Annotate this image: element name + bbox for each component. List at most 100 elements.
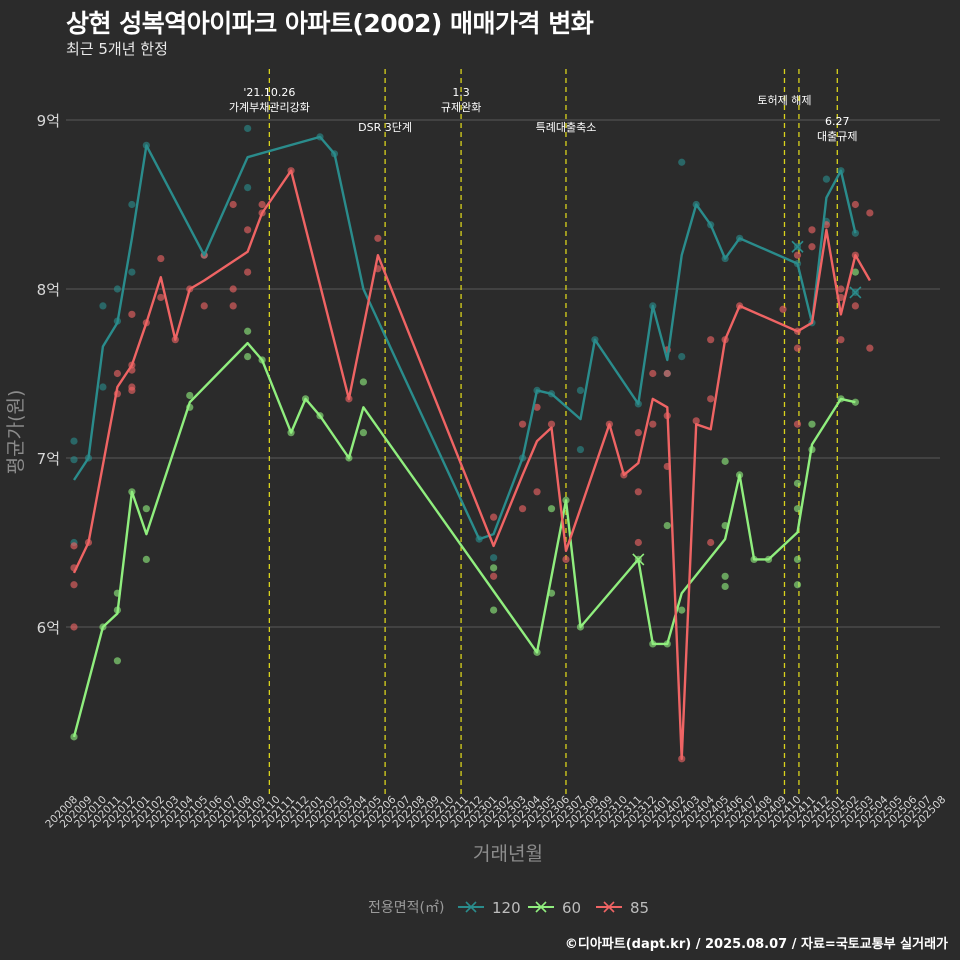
data-point-85 bbox=[518, 420, 527, 428]
cross-marker-60 bbox=[632, 553, 645, 566]
data-point-85 bbox=[779, 305, 787, 313]
data-point-85 bbox=[157, 293, 165, 302]
data-point-85 bbox=[837, 285, 845, 293]
y-tick-label: 7억 bbox=[37, 450, 60, 468]
data-point-85 bbox=[229, 302, 237, 310]
data-point-85 bbox=[707, 538, 715, 547]
data-point-85 bbox=[808, 243, 816, 251]
policy-label: 1.3 bbox=[452, 86, 470, 99]
y-tick-label: 8억 bbox=[37, 281, 60, 299]
data-point-120 bbox=[244, 124, 252, 133]
data-point-60 bbox=[113, 657, 122, 665]
legend-item-120: 120 bbox=[458, 899, 521, 917]
data-point-85 bbox=[634, 488, 642, 496]
data-point-85 bbox=[157, 254, 165, 263]
data-point-60 bbox=[244, 327, 252, 335]
data-point-60 bbox=[142, 505, 150, 513]
data-point-85 bbox=[490, 572, 498, 580]
data-point-85 bbox=[562, 555, 570, 564]
data-point-85 bbox=[793, 251, 802, 259]
policy-label: 규제완화 bbox=[441, 101, 481, 114]
data-point-85 bbox=[866, 344, 874, 352]
data-point-85 bbox=[793, 420, 802, 428]
data-point-60 bbox=[793, 505, 802, 513]
data-point-85 bbox=[851, 302, 859, 310]
series-line-60 bbox=[72, 341, 856, 738]
data-point-60 bbox=[547, 505, 556, 513]
policy-label: 특례대출축소 bbox=[536, 121, 597, 134]
data-point-85 bbox=[128, 310, 136, 318]
data-point-85 bbox=[634, 429, 642, 437]
data-point-85 bbox=[837, 336, 845, 344]
data-point-85 bbox=[663, 369, 671, 378]
data-point-60 bbox=[851, 268, 859, 276]
data-point-85 bbox=[374, 234, 382, 242]
data-point-85 bbox=[229, 200, 237, 209]
data-point-85 bbox=[692, 417, 700, 425]
data-point-85 bbox=[244, 268, 252, 276]
legend-title: 전용면적(㎡) bbox=[368, 900, 444, 916]
data-point-120 bbox=[822, 175, 831, 183]
data-point-85 bbox=[490, 513, 498, 521]
data-point-60 bbox=[721, 582, 729, 591]
data-point-120 bbox=[70, 437, 78, 445]
data-point-60 bbox=[186, 391, 194, 400]
data-point-85 bbox=[851, 200, 859, 209]
data-point-120 bbox=[70, 456, 78, 464]
data-point-85 bbox=[707, 336, 715, 344]
data-point-85 bbox=[128, 386, 136, 394]
data-point-85 bbox=[70, 581, 78, 589]
data-point-120 bbox=[99, 302, 107, 310]
series-line-120 bbox=[72, 135, 857, 541]
data-point-60 bbox=[808, 420, 816, 428]
data-point-85 bbox=[707, 395, 715, 403]
source-caption: ©디아파트(dapt.kr) / 2025.08.07 / 자료=국토교통부 실… bbox=[564, 937, 948, 952]
data-point-85 bbox=[547, 420, 556, 428]
legend-item-85: 85 bbox=[596, 899, 649, 917]
data-point-60 bbox=[244, 353, 252, 361]
data-point-85 bbox=[200, 302, 208, 310]
chart-title: 상현 성복역아이파크 아파트(2002) 매매가격 변화 bbox=[66, 9, 594, 38]
y-axis-title: 평균가(원) bbox=[5, 390, 27, 475]
data-point-60 bbox=[490, 606, 498, 614]
legend-label: 85 bbox=[630, 899, 649, 917]
data-point-120 bbox=[113, 285, 122, 293]
data-point-60 bbox=[359, 378, 367, 386]
data-point-85 bbox=[229, 285, 237, 293]
data-point-60 bbox=[793, 555, 802, 564]
data-point-85 bbox=[244, 226, 252, 234]
policy-label: DSR 3단계 bbox=[358, 121, 412, 134]
data-point-120 bbox=[99, 383, 107, 391]
policy-label: 토허제 해제 bbox=[757, 93, 811, 107]
policy-label: 6.27 bbox=[825, 115, 850, 128]
data-point-60 bbox=[663, 522, 671, 530]
data-point-60 bbox=[721, 457, 729, 465]
data-point-60 bbox=[678, 606, 686, 614]
chart-subtitle: 최근 5개년 한정 bbox=[66, 40, 168, 58]
data-point-120 bbox=[678, 353, 686, 361]
data-point-85 bbox=[518, 505, 527, 513]
x-axis-title: 거래년월 bbox=[473, 843, 543, 865]
data-point-85 bbox=[634, 538, 642, 547]
cross-marker-120 bbox=[849, 286, 862, 299]
y-tick-label: 6억 bbox=[37, 619, 60, 637]
data-point-85 bbox=[866, 209, 874, 217]
policy-label: 대출규제 bbox=[817, 130, 857, 143]
data-point-85 bbox=[70, 623, 78, 631]
legend-label: 60 bbox=[562, 899, 581, 917]
data-point-85 bbox=[649, 369, 657, 378]
legend-label: 120 bbox=[492, 899, 521, 917]
policy-label: '21.10.26 bbox=[243, 86, 295, 99]
data-point-85 bbox=[113, 369, 122, 378]
data-point-85 bbox=[649, 420, 657, 428]
data-point-60 bbox=[721, 572, 729, 580]
policy-label: 가계부채관리강화 bbox=[229, 101, 310, 114]
data-point-60 bbox=[793, 479, 802, 487]
data-point-60 bbox=[490, 564, 498, 572]
data-point-60 bbox=[793, 581, 802, 589]
data-point-120 bbox=[678, 158, 686, 166]
data-point-120 bbox=[244, 184, 252, 192]
data-point-85 bbox=[70, 542, 78, 550]
data-point-120 bbox=[576, 386, 585, 394]
